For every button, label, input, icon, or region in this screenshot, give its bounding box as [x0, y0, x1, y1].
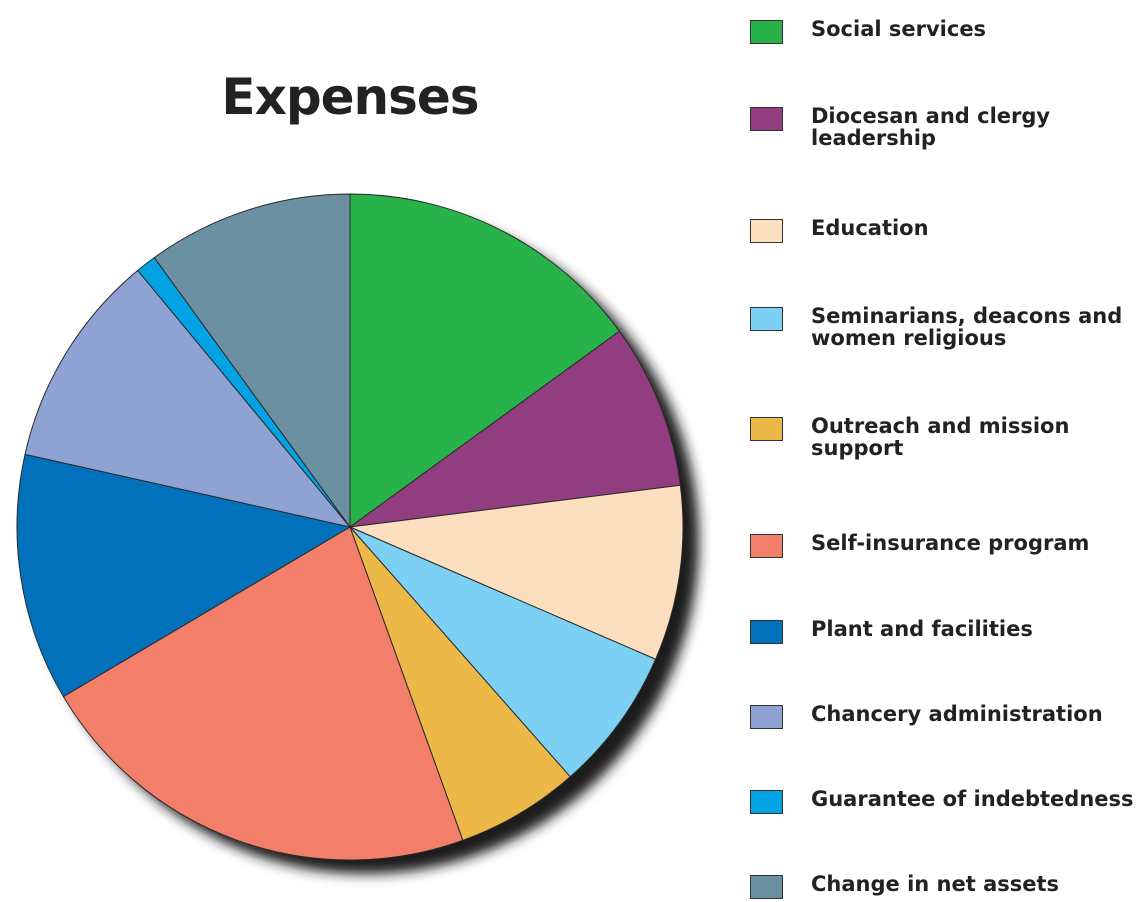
legend-label: Social services: [811, 17, 987, 41]
pie-slice-diocesan-and-clergy-leadership: [349, 330, 681, 528]
legend-swatch: [750, 705, 783, 729]
chart-title: Expenses: [221, 68, 479, 126]
pie-slice-seminarians-deacons-and-women-religious: [349, 526, 657, 778]
legend-label: Seminarians, deacons and women religious: [811, 304, 1123, 350]
legend-label: Change in net assets: [811, 872, 1060, 896]
pie-slice-change-in-net-assets: [153, 193, 351, 528]
legend-swatch: [750, 790, 783, 814]
legend-label: Guarantee of indebtedness: [811, 787, 1134, 811]
pie-slice-chancery-administration: [24, 269, 351, 528]
legend-swatch: [750, 417, 783, 441]
pie-slice-self-insurance-program: [62, 526, 464, 861]
legend-label: Self-insurance program: [811, 531, 1090, 555]
legend-swatch: [750, 107, 783, 131]
legend-swatch: [750, 534, 783, 558]
legend-swatch: [750, 620, 783, 644]
legend-label: Plant and facilities: [811, 617, 1033, 641]
legend-label: Education: [811, 216, 929, 240]
pie-slice-social-services: [349, 193, 620, 528]
legend-swatch: [750, 307, 783, 331]
legend-label: Diocesan and clergy leadership: [811, 104, 1051, 150]
pie-slices: [16, 193, 684, 861]
pie-slice-education: [349, 484, 684, 660]
legend-swatch: [750, 20, 783, 44]
pie-chart: [16, 193, 699, 874]
legend-label: Chancery administration: [811, 702, 1103, 726]
legend-swatch: [750, 219, 783, 243]
legend-label: Outreach and mission support: [811, 414, 1070, 460]
legend-swatch: [750, 875, 783, 899]
pie-slice-outreach-and-mission-support: [349, 526, 571, 841]
pie-slice-plant-and-facilities: [16, 453, 351, 698]
